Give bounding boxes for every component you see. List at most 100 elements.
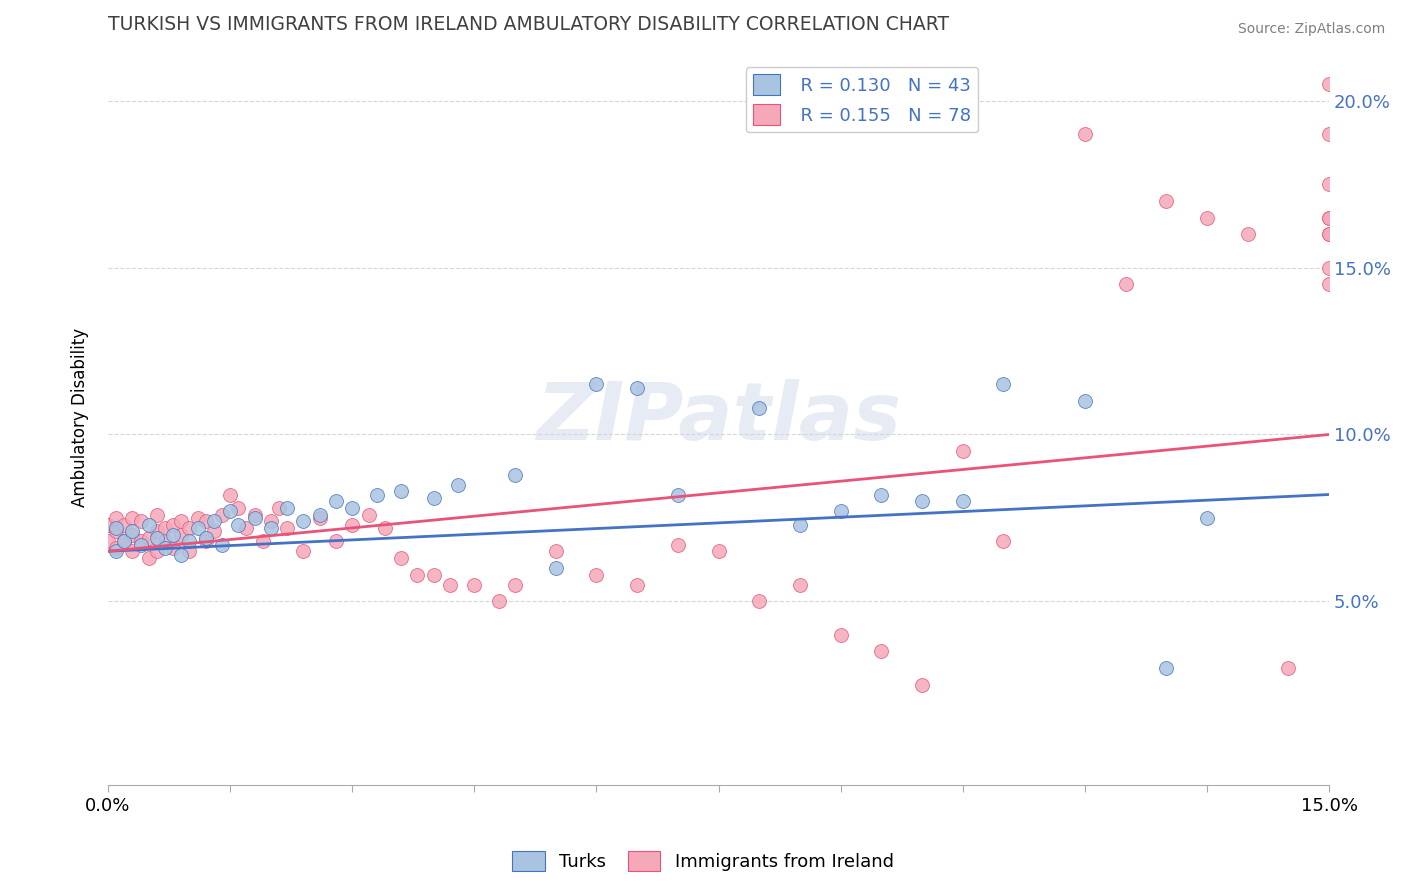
Text: ZIPatlas: ZIPatlas (536, 379, 901, 457)
Point (138, 531, 160, 545)
Point (129, 537, 152, 551)
Point (308, 508, 330, 522)
Point (406, 567, 429, 582)
Point (666, 487, 689, 501)
Point (585, 567, 607, 582)
Point (374, 521, 396, 535)
Point (292, 514, 315, 528)
Point (1074, 394, 1097, 409)
Point (503, 467, 526, 482)
Point (202, 524, 225, 539)
Point (626, 577, 648, 591)
Point (1195, 511, 1218, 525)
Point (342, 500, 364, 515)
Point (830, 504, 852, 518)
Point (226, 517, 249, 532)
Point (170, 514, 193, 528)
Point (105, 521, 128, 535)
Point (952, 444, 974, 458)
Point (292, 544, 315, 558)
Point (1317, 127, 1340, 141)
Point (1317, 178, 1340, 192)
Point (544, 561, 567, 575)
Point (342, 517, 364, 532)
Point (789, 517, 811, 532)
Point (112, 517, 135, 532)
Point (112, 534, 135, 549)
Point (325, 534, 347, 549)
Point (911, 494, 934, 508)
Point (129, 534, 152, 549)
Point (121, 511, 143, 525)
Point (666, 537, 689, 551)
Point (170, 548, 193, 562)
Point (138, 517, 160, 532)
Point (870, 487, 893, 501)
Point (748, 401, 770, 415)
Point (1317, 260, 1340, 275)
Point (1317, 211, 1340, 225)
Point (870, 644, 893, 658)
Point (1195, 211, 1218, 225)
Point (439, 577, 461, 591)
Point (146, 524, 169, 539)
Point (276, 521, 298, 535)
Point (138, 550, 160, 565)
Point (202, 514, 225, 528)
Point (707, 544, 730, 558)
Legend:   R = 0.130   N = 43,   R = 0.155   N = 78: R = 0.130 N = 43, R = 0.155 N = 78 (745, 67, 979, 132)
Point (447, 477, 470, 491)
Point (789, 577, 811, 591)
Point (325, 494, 347, 508)
Point (243, 508, 266, 522)
Point (260, 514, 283, 528)
Point (211, 537, 233, 551)
Point (1317, 77, 1340, 91)
Point (153, 534, 176, 549)
Point (121, 527, 143, 541)
Point (105, 524, 128, 539)
Point (422, 491, 444, 505)
Point (179, 544, 201, 558)
Point (357, 508, 380, 522)
Point (186, 511, 208, 525)
Point (105, 511, 128, 525)
Point (503, 577, 526, 591)
Point (1115, 277, 1137, 292)
Point (911, 678, 934, 692)
Point (105, 544, 128, 558)
Point (1277, 661, 1299, 675)
Point (1156, 661, 1178, 675)
Point (1236, 227, 1258, 242)
Point (112, 534, 135, 549)
Point (389, 484, 412, 499)
Point (153, 541, 176, 555)
Point (260, 521, 283, 535)
Point (308, 511, 330, 525)
Point (1317, 227, 1340, 242)
Point (993, 534, 1015, 549)
Point (243, 511, 266, 525)
Point (162, 527, 184, 541)
Point (952, 494, 974, 508)
Point (219, 504, 242, 518)
Point (993, 377, 1015, 392)
Legend: Turks, Immigrants from Ireland: Turks, Immigrants from Ireland (505, 844, 901, 879)
Point (194, 531, 217, 545)
Point (97, 534, 120, 549)
Point (748, 594, 770, 608)
Point (211, 508, 233, 522)
Point (129, 514, 152, 528)
Point (219, 487, 242, 501)
Point (97, 517, 120, 532)
Y-axis label: Ambulatory Disability: Ambulatory Disability (72, 328, 89, 508)
Point (146, 508, 169, 522)
Point (186, 521, 208, 535)
Point (626, 381, 648, 395)
Point (366, 487, 388, 501)
Text: Source: ZipAtlas.com: Source: ZipAtlas.com (1237, 22, 1385, 37)
Point (1317, 277, 1340, 292)
Point (226, 500, 249, 515)
Point (544, 544, 567, 558)
Point (146, 544, 169, 558)
